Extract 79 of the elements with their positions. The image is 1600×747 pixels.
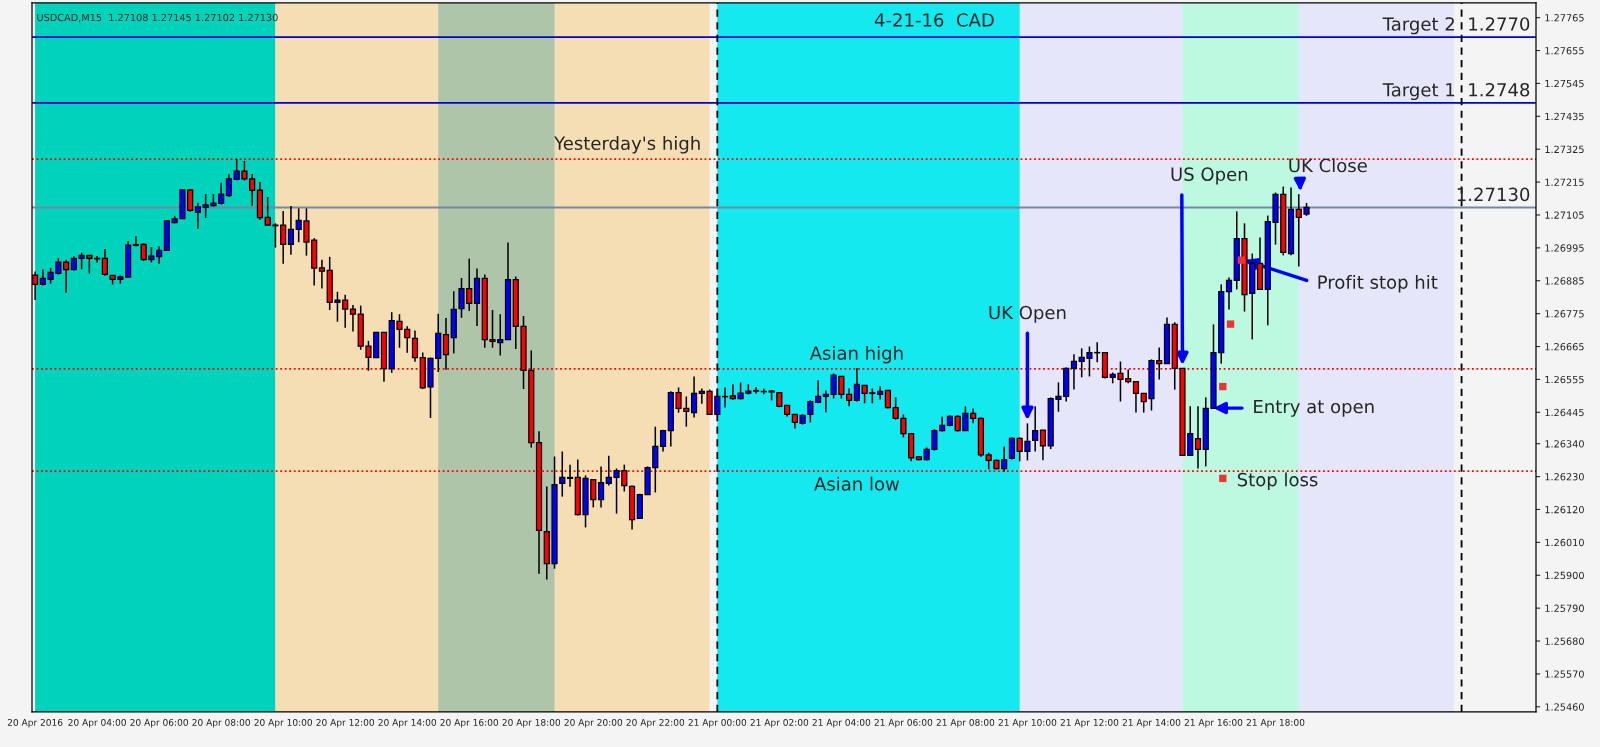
- y-tick-label: 1.27105: [1545, 211, 1584, 219]
- y-tick-label: 1.26120: [1545, 505, 1584, 514]
- point: [1237, 256, 1246, 264]
- x-tick-label: 20 Apr 12:00: [316, 718, 375, 728]
- x-tick-label: 21 Apr 00:00: [688, 718, 747, 728]
- candlestick: [566, 463, 574, 488]
- y-tick-label: 1.27765: [1545, 14, 1584, 22]
- y-tick-label: 1.26555: [1545, 375, 1584, 384]
- y-tick-label: 1.27545: [1545, 79, 1584, 88]
- y-tick-label: 1.25900: [1545, 571, 1584, 580]
- x-tick-label: 21 Apr 14:00: [1122, 718, 1181, 728]
- candlestick: [597, 465, 605, 509]
- x-tick-label: 20 Apr 16:00: [440, 718, 499, 728]
- candlestick: [690, 375, 698, 419]
- y-tick-label: 1.26665: [1545, 343, 1584, 351]
- y-tick-label: 1.26010: [1545, 538, 1584, 547]
- candlestick: [1225, 276, 1233, 311]
- x-tick-label: 20 Apr 04:00: [68, 718, 126, 728]
- candlestick: [1132, 380, 1140, 414]
- y-tick-label: 1.27435: [1545, 112, 1584, 121]
- y-tick-label: 1.26775: [1545, 310, 1584, 318]
- x-tick-label: 21 Apr 04:00: [812, 718, 871, 728]
- x-tick-label: 20 Apr 06:00: [130, 718, 188, 728]
- y-tick-label: 1.25570: [1545, 670, 1584, 678]
- x-tick-label: 20 Apr 08:00: [192, 718, 250, 728]
- x-tick-label: 20 Apr 10:00: [254, 718, 313, 728]
- ref-line-label: 1.27130: [1457, 187, 1530, 202]
- x-tick-label: 21 Apr 10:00: [998, 718, 1057, 728]
- annotation: Asian high: [809, 345, 903, 364]
- ref-line-label: Target 2 1.2770: [1382, 17, 1530, 35]
- y-tick-label: 1.27655: [1545, 47, 1584, 55]
- annotation: Entry at open: [1254, 399, 1374, 417]
- annotation: Yesterday's high: [554, 136, 700, 154]
- y-tick-label: 1.25680: [1545, 637, 1584, 645]
- candlestick: [1039, 429, 1047, 461]
- x-tick-label: 20 Apr 22:00: [626, 718, 685, 728]
- chart-title: 4-21-16 CAD: [874, 13, 994, 27]
- candlestick: [63, 259, 70, 294]
- ref-line-label: Target 1 1.2748: [1382, 82, 1530, 101]
- x-tick-label: 21 Apr 02:00: [750, 718, 809, 728]
- x-tick-label: 20 Apr 20:00: [564, 718, 623, 728]
- candlestick: [194, 201, 202, 230]
- candlestick: [94, 255, 101, 264]
- candlestick: [225, 173, 233, 198]
- y-tick-label: 1.26340: [1545, 440, 1584, 448]
- y-tick-label: 1.25460: [1545, 703, 1584, 711]
- y-tick-label: 1.26445: [1545, 408, 1584, 417]
- candlestick: [349, 304, 357, 333]
- candlestick: [132, 235, 139, 248]
- annotation: UK Close: [1289, 158, 1367, 173]
- x-tick-label: 21 Apr 12:00: [1060, 718, 1119, 728]
- y-tick-label: 1.26995: [1545, 244, 1584, 252]
- annotation: US Open: [1171, 167, 1248, 185]
- candlestick: [287, 205, 295, 256]
- y-tick-label: 1.25790: [1545, 604, 1584, 612]
- y-tick-label: 1.27215: [1545, 178, 1584, 186]
- x-tick-label: 21 Apr 06:00: [874, 718, 933, 728]
- x-tick-label: 21 Apr 08:00: [936, 718, 995, 728]
- x-tick-label: 20 Apr 14:00: [378, 718, 437, 728]
- annotation: Profit stop hit: [1318, 274, 1438, 293]
- point: [1226, 320, 1235, 328]
- point: [1219, 474, 1227, 483]
- x-tick-label: 20 Apr 2016: [7, 718, 63, 728]
- x-tick-label: 21 Apr 18:00: [1246, 718, 1305, 728]
- x-tick-label: 21 Apr 16:00: [1184, 718, 1243, 728]
- candlestick: [559, 450, 566, 498]
- candlestick: [1008, 436, 1016, 461]
- candlestick: [807, 399, 814, 424]
- y-tick-label: 1.26230: [1545, 473, 1584, 481]
- candlestick: [411, 329, 419, 363]
- y-tick-label: 1.26885: [1545, 277, 1584, 285]
- x-tick-label: 20 Apr 18:00: [502, 718, 561, 728]
- annotation: Asian low: [814, 476, 900, 491]
- point: [1219, 382, 1227, 391]
- candlestick: [1070, 353, 1078, 391]
- candlestick: [318, 259, 326, 290]
- annotation: Stop loss: [1237, 472, 1318, 490]
- y-tick-label: 1.27325: [1545, 145, 1584, 154]
- candlestick: [101, 248, 108, 277]
